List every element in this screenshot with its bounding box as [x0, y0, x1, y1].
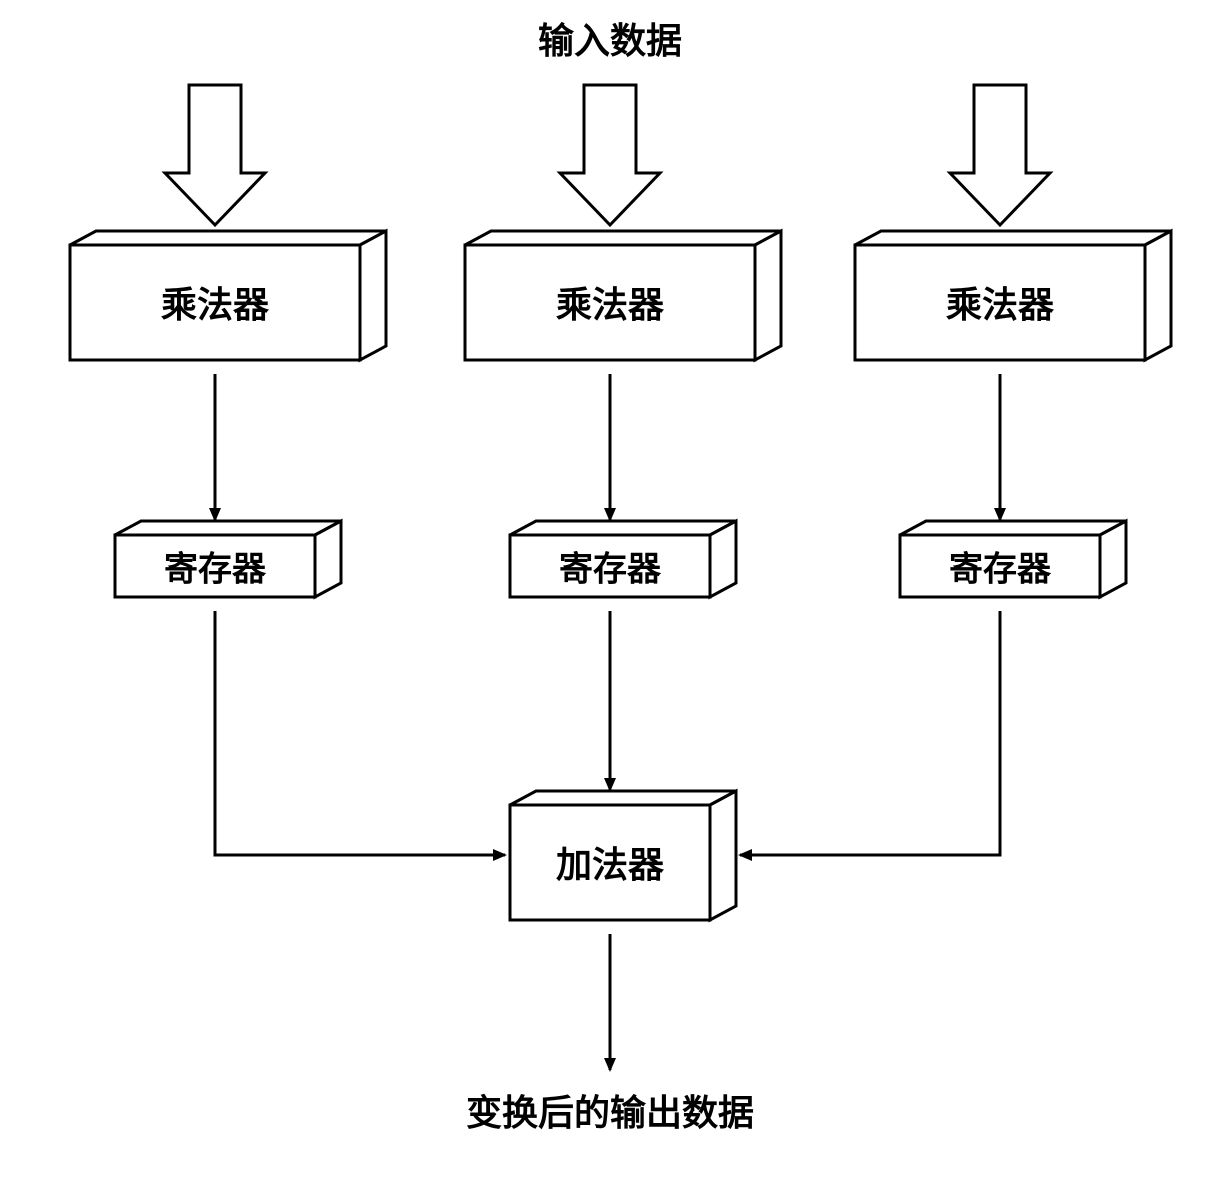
big-arrow-1 [165, 85, 265, 225]
big-arrow-2 [560, 85, 660, 225]
diagram-svg [0, 0, 1221, 1188]
adder-label: 加法器 [556, 836, 664, 888]
register-label-3: 寄存器 [949, 542, 1051, 591]
register-label-1: 寄存器 [164, 542, 266, 591]
multiplier-label-1: 乘法器 [161, 276, 269, 328]
big-arrow-3 [950, 85, 1050, 225]
multiplier-label-2: 乘法器 [556, 276, 664, 328]
output-data-label: 变换后的输出数据 [466, 1084, 754, 1136]
route-right [740, 611, 1000, 855]
diagram-canvas: 输入数据 [0, 0, 1221, 1188]
register-label-2: 寄存器 [559, 542, 661, 591]
multiplier-label-3: 乘法器 [946, 276, 1054, 328]
route-left [215, 611, 505, 855]
